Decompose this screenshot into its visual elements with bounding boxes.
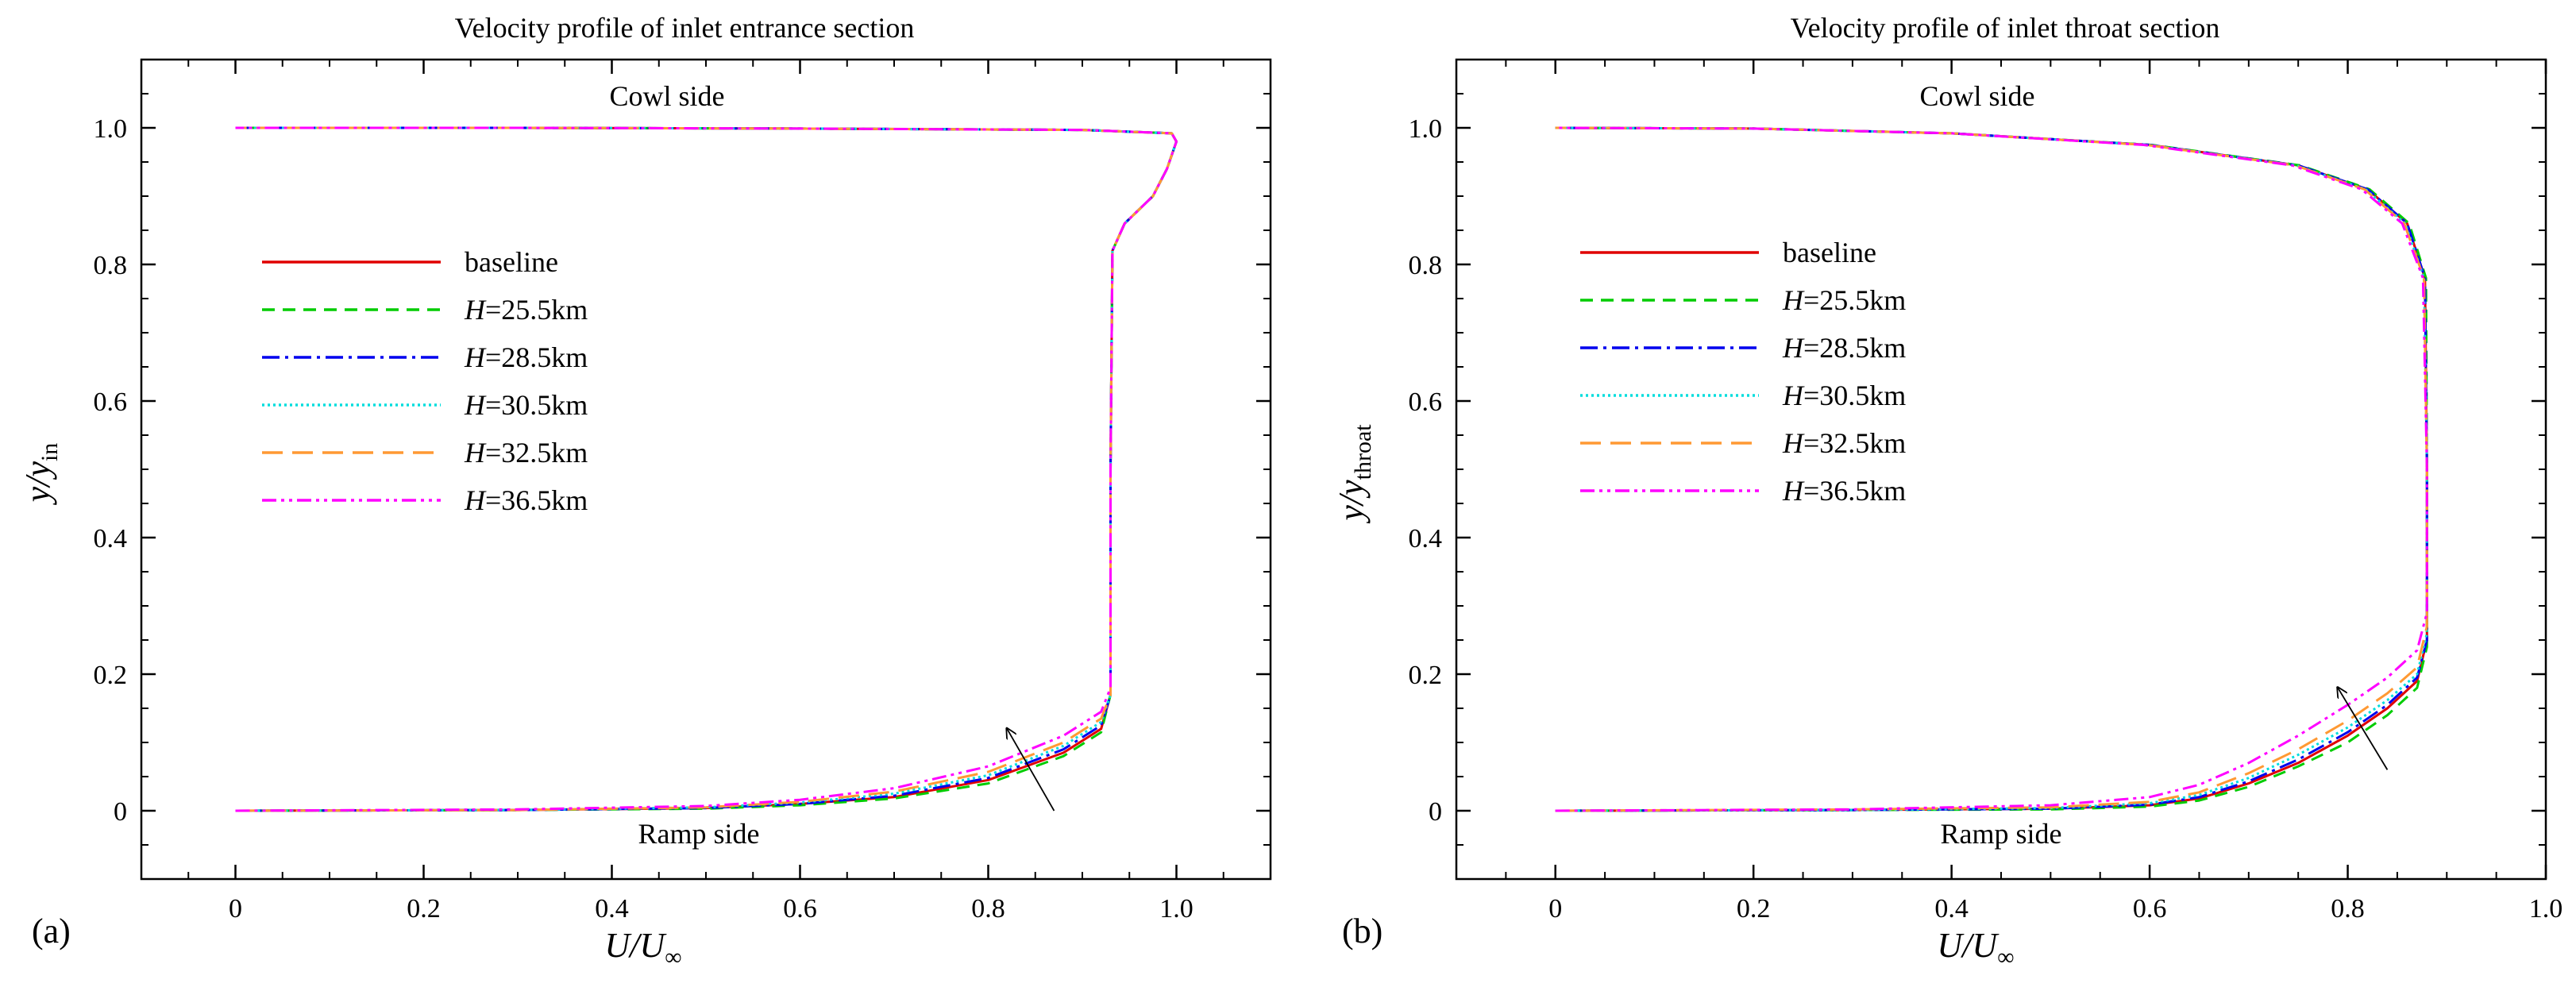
legend: baseline H=25.5km H=28.5km H=30.5km H=32.5km… xyxy=(262,246,588,516)
x-axis-label: U/U∞ xyxy=(604,926,681,970)
series-group xyxy=(235,126,1178,812)
y-tick-label: 0 xyxy=(114,797,127,827)
legend-label: H=36.5km xyxy=(1782,475,1906,507)
series-line xyxy=(1555,126,2428,812)
x-tick-label: 0 xyxy=(1548,894,1562,924)
x-tick-label: 0.4 xyxy=(595,894,629,924)
cowl-side-label: Cowl side xyxy=(609,80,724,112)
y-tick-label: 0.2 xyxy=(94,661,128,690)
series-line xyxy=(235,126,1178,812)
legend-label: H=36.5km xyxy=(464,484,588,516)
plot-frame xyxy=(140,58,1272,881)
legend-label: H=25.5km xyxy=(1782,284,1906,316)
x-tick-label: 0.8 xyxy=(971,894,1005,924)
panel-label: (a) xyxy=(32,912,71,951)
y-tick-label: 1.0 xyxy=(1409,114,1443,144)
chart-panel-a: Velocity profile of inlet entrance secti… xyxy=(18,12,1272,970)
arrow-line xyxy=(1007,729,1055,812)
legend-label: H=28.5km xyxy=(1782,332,1906,364)
x-tick-label: 0.8 xyxy=(2331,894,2365,924)
series-line xyxy=(1555,126,2428,812)
x-axis-label: U/U∞ xyxy=(1937,926,2014,970)
y-tick-label: 0.8 xyxy=(1409,251,1443,280)
legend-label: H=28.5km xyxy=(464,341,588,373)
series-line xyxy=(235,126,1178,812)
chart-panel-b: Velocity profile of inlet throat section… xyxy=(1332,12,2563,970)
series-line xyxy=(1555,126,2428,812)
series-group xyxy=(1555,126,2428,812)
ramp-side-label: Ramp side xyxy=(1941,818,2062,850)
chart-title: Velocity profile of inlet entrance secti… xyxy=(455,12,915,44)
x-tick-label: 0.6 xyxy=(2133,894,2167,924)
y-tick-label: 0.4 xyxy=(1409,524,1443,553)
y-axis-label: y/yin xyxy=(18,443,63,506)
x-tick-label: 1.0 xyxy=(1159,894,1194,924)
legend-label: H=30.5km xyxy=(464,389,588,421)
x-tick-label: 0 xyxy=(229,894,242,924)
legend-label: H=32.5km xyxy=(1782,427,1906,459)
legend-label: baseline xyxy=(1783,237,1876,268)
y-tick-label: 1.0 xyxy=(94,114,128,144)
x-tick-label: 0.4 xyxy=(1934,894,1969,924)
legend-label: H=30.5km xyxy=(1782,380,1906,411)
axis-ticks: 0 0.2 0.4 0.6 0.8 1.0 0 0.2 0.4 0.6 0.8 1.0 xyxy=(94,59,1271,924)
series-line xyxy=(235,126,1178,812)
series-line xyxy=(1555,126,2428,812)
trend-arrow xyxy=(2338,688,2389,770)
panel-label: (b) xyxy=(1342,912,1382,951)
series-line xyxy=(235,126,1178,812)
cowl-side-label: Cowl side xyxy=(1919,80,2034,112)
y-tick-label: 0.6 xyxy=(1409,388,1443,417)
y-tick-label: 0.4 xyxy=(94,524,128,553)
y-tick-label: 0.6 xyxy=(94,388,128,417)
series-line xyxy=(235,126,1178,812)
ramp-side-label: Ramp side xyxy=(638,818,760,850)
trend-arrow xyxy=(1007,729,1055,812)
legend-label: H=25.5km xyxy=(464,294,588,326)
x-tick-label: 0.6 xyxy=(783,894,817,924)
x-tick-label: 0.2 xyxy=(1737,894,1771,924)
y-tick-label: 0.8 xyxy=(94,251,128,280)
plot-frame xyxy=(1455,58,2547,881)
legend-label: baseline xyxy=(465,246,558,278)
axis-ticks: 0 0.2 0.4 0.6 0.8 1.0 0 0.2 0.4 0.6 0.8 1.0 xyxy=(1409,59,2563,924)
x-tick-label: 0.2 xyxy=(407,894,441,924)
chart-title: Velocity profile of inlet throat section xyxy=(1791,12,2220,44)
y-axis-label: y/ythroat xyxy=(1332,424,1376,524)
arrow-line xyxy=(2338,688,2389,770)
series-line xyxy=(235,126,1178,812)
y-tick-label: 0.2 xyxy=(1409,661,1443,690)
legend-label: H=32.5km xyxy=(464,437,588,469)
series-line xyxy=(1555,126,2428,812)
y-tick-label: 0 xyxy=(1429,797,1442,827)
x-tick-label: 1.0 xyxy=(2529,894,2563,924)
legend: baseline H=25.5km H=28.5km H=30.5km H=32.5km… xyxy=(1580,237,1906,507)
series-line xyxy=(1555,126,2428,812)
